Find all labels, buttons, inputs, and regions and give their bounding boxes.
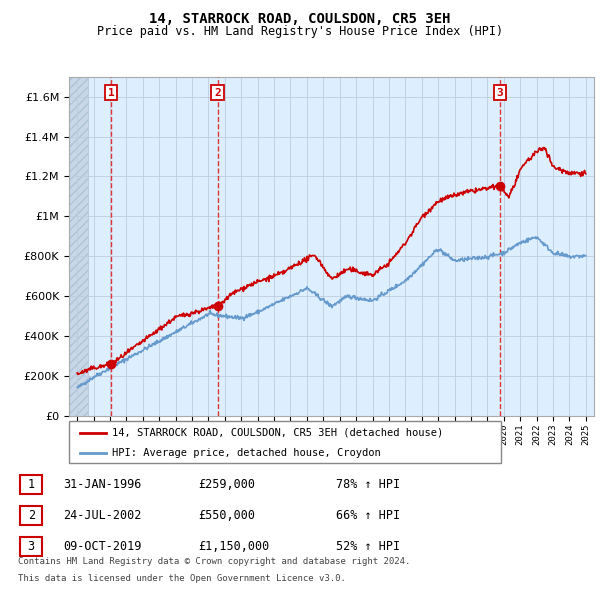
Text: 1: 1 (28, 478, 35, 491)
FancyBboxPatch shape (20, 506, 42, 525)
Text: HPI: Average price, detached house, Croydon: HPI: Average price, detached house, Croy… (112, 448, 381, 457)
Text: £1,150,000: £1,150,000 (198, 540, 269, 553)
Text: £550,000: £550,000 (198, 509, 255, 522)
Text: 09-OCT-2019: 09-OCT-2019 (63, 540, 142, 553)
Text: 3: 3 (497, 88, 503, 98)
Text: This data is licensed under the Open Government Licence v3.0.: This data is licensed under the Open Gov… (18, 574, 346, 583)
Text: 14, STARROCK ROAD, COULSDON, CR5 3EH (detached house): 14, STARROCK ROAD, COULSDON, CR5 3EH (de… (112, 428, 443, 438)
Text: Contains HM Land Registry data © Crown copyright and database right 2024.: Contains HM Land Registry data © Crown c… (18, 558, 410, 566)
FancyBboxPatch shape (69, 421, 501, 463)
Text: 31-JAN-1996: 31-JAN-1996 (63, 478, 142, 491)
Text: 1: 1 (108, 88, 115, 98)
Bar (69, 77, 88, 416)
Text: 78% ↑ HPI: 78% ↑ HPI (336, 478, 400, 491)
Text: 52% ↑ HPI: 52% ↑ HPI (336, 540, 400, 553)
Text: £259,000: £259,000 (198, 478, 255, 491)
Text: Price paid vs. HM Land Registry's House Price Index (HPI): Price paid vs. HM Land Registry's House … (97, 25, 503, 38)
FancyBboxPatch shape (20, 536, 42, 556)
Text: 3: 3 (28, 540, 35, 553)
Text: 66% ↑ HPI: 66% ↑ HPI (336, 509, 400, 522)
Text: 2: 2 (28, 509, 35, 522)
FancyBboxPatch shape (20, 475, 42, 494)
Text: 2: 2 (214, 88, 221, 98)
Text: 14, STARROCK ROAD, COULSDON, CR5 3EH: 14, STARROCK ROAD, COULSDON, CR5 3EH (149, 12, 451, 26)
Text: 24-JUL-2002: 24-JUL-2002 (63, 509, 142, 522)
